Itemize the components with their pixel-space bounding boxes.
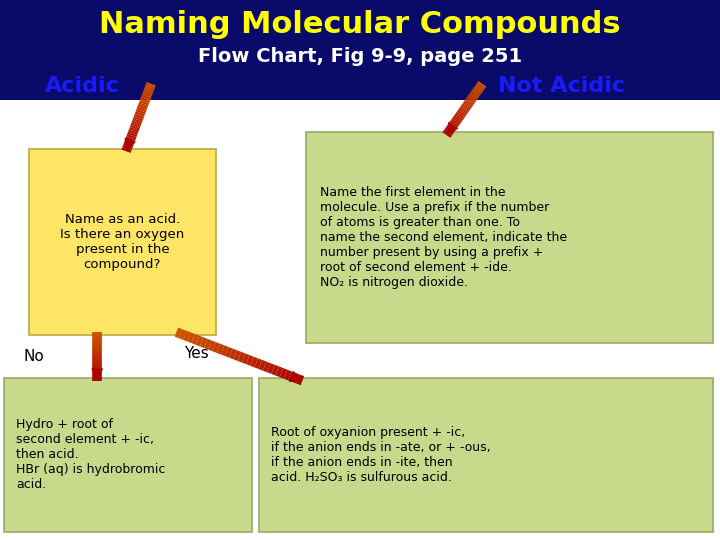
Text: Not Acidic: Not Acidic — [498, 76, 625, 97]
Text: Yes: Yes — [184, 346, 208, 361]
FancyBboxPatch shape — [4, 378, 252, 532]
Text: Flow Chart, Fig 9-9, page 251: Flow Chart, Fig 9-9, page 251 — [198, 47, 522, 66]
Text: Root of oxyanion present + -ic,
if the anion ends in -ate, or + -ous,
if the ani: Root of oxyanion present + -ic, if the a… — [271, 426, 491, 484]
FancyBboxPatch shape — [306, 132, 713, 343]
Text: Acidic: Acidic — [45, 76, 120, 97]
FancyBboxPatch shape — [29, 148, 216, 335]
Text: No: No — [23, 349, 44, 364]
FancyBboxPatch shape — [259, 378, 713, 532]
Text: Name as an acid.
Is there an oxygen
present in the
compound?: Name as an acid. Is there an oxygen pres… — [60, 213, 184, 271]
Text: Naming Molecular Compounds: Naming Molecular Compounds — [99, 10, 621, 39]
Text: Hydro + root of
second element + -ic,
then acid.
HBr (aq) is hydrobromic
acid.: Hydro + root of second element + -ic, th… — [16, 418, 165, 491]
FancyBboxPatch shape — [0, 0, 720, 100]
Text: Name the first element in the
molecule. Use a prefix if the number
of atoms is g: Name the first element in the molecule. … — [320, 186, 567, 289]
